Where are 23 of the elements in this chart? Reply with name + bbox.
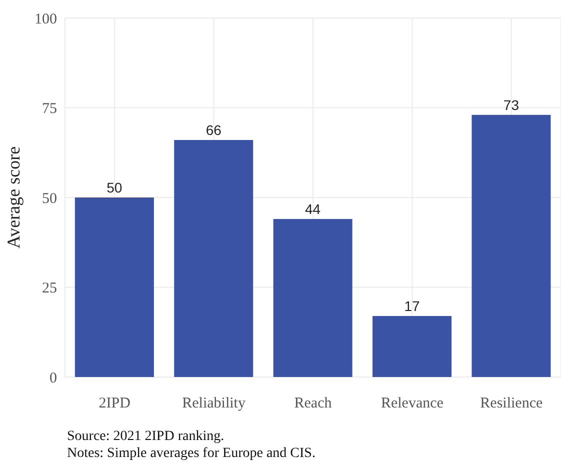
- y-tick-label: 25: [42, 280, 57, 297]
- text: Notes: Simple averages for Europe and CIS.: [67, 445, 316, 462]
- y-tick-label: 75: [42, 101, 57, 118]
- y-tick-label: 100: [34, 11, 57, 28]
- data-label: 50: [106, 180, 122, 196]
- x-tick-label: Resilience: [480, 396, 543, 412]
- bar: [74, 198, 154, 377]
- data-label: 17: [404, 298, 420, 314]
- bar: [174, 140, 254, 377]
- y-tick-label: 50: [42, 190, 57, 207]
- source-note: Source: 2021 2IPD ranking.: [67, 428, 226, 445]
- y-axis-title: Average score: [3, 146, 24, 249]
- bar: [372, 316, 452, 377]
- data-label: 44: [305, 201, 321, 218]
- bar: [273, 219, 352, 377]
- x-tick-label: Reach: [294, 396, 332, 412]
- x-tick-label: 2IPD: [98, 396, 131, 412]
- y-tick-label: 0: [50, 370, 57, 386]
- data-label: 66: [206, 122, 222, 138]
- bar: [472, 114, 551, 377]
- data-label: 73: [503, 96, 520, 113]
- x-tick-label: Reliability: [182, 396, 246, 412]
- x-tick-label: Relevance: [380, 396, 444, 412]
